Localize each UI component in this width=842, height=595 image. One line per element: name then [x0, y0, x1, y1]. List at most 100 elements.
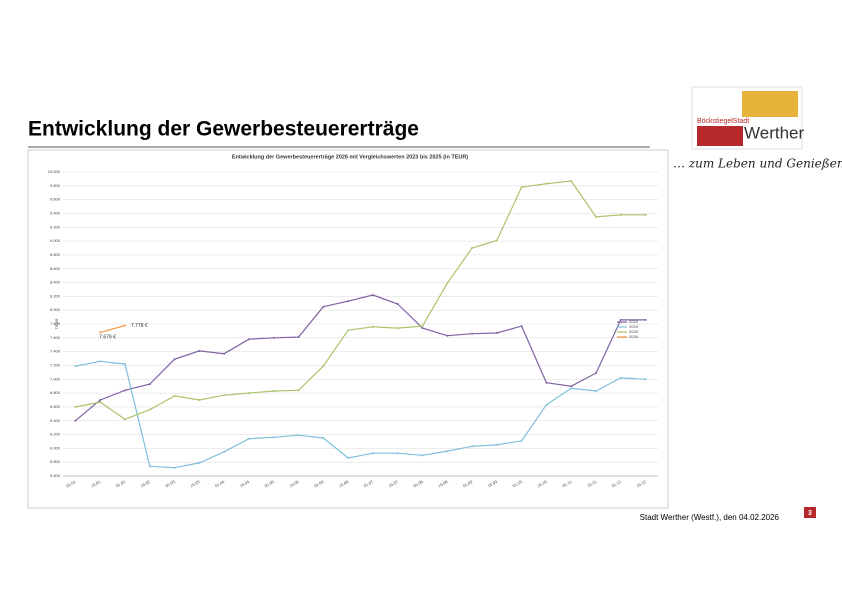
point	[173, 394, 176, 397]
series-line	[75, 180, 646, 420]
logo-gold	[742, 91, 798, 117]
point	[570, 179, 573, 182]
y-tick-label: 8.200	[50, 293, 61, 298]
point	[595, 215, 598, 218]
point	[74, 365, 77, 368]
point	[619, 213, 622, 216]
logo-name: Werther	[744, 123, 804, 142]
point	[123, 324, 126, 327]
y-tick-label: 6.000	[50, 445, 61, 450]
logo-red	[697, 126, 743, 146]
point	[322, 365, 325, 368]
y-tick-label: 6.800	[50, 390, 61, 395]
y-tick-label: 9.600	[50, 197, 61, 202]
y-tick-label: 7.800	[50, 321, 61, 326]
point	[421, 325, 424, 328]
point	[347, 300, 350, 303]
point	[148, 383, 151, 386]
y-tick-label: 6.200	[50, 432, 61, 437]
point	[247, 338, 250, 341]
point	[99, 399, 102, 401]
point	[272, 390, 275, 393]
footer: Stadt Werther (Westf.), den 04.02.2026	[640, 513, 780, 522]
point	[247, 437, 250, 440]
x-tick-label: 15.10.	[536, 478, 548, 488]
point	[371, 452, 374, 455]
point	[198, 349, 201, 352]
x-tick-label: 15.11.	[586, 478, 598, 488]
y-tick-label: 10.000	[48, 169, 61, 174]
point	[644, 318, 647, 321]
y-tick-label: 5.800	[50, 459, 61, 464]
chart-title: Entwicklung der Gewerbesteuererträge 202…	[232, 154, 468, 160]
x-tick-label: 15.03.	[189, 478, 201, 488]
legend-label: 2023	[629, 319, 639, 324]
y-tick-label: 8.400	[50, 280, 61, 285]
point	[173, 466, 176, 469]
point	[148, 408, 151, 411]
y-tick-label: 7.000	[50, 376, 61, 381]
y-tick-label: 8.000	[50, 307, 61, 312]
legend-label: 2025	[629, 329, 639, 334]
legend-label: 2024	[629, 324, 639, 329]
point	[644, 213, 647, 216]
page-number-box	[804, 507, 816, 518]
point	[545, 182, 548, 185]
point	[223, 450, 226, 453]
point	[520, 439, 523, 442]
x-tick-label: 01.06.	[313, 478, 325, 488]
point	[471, 332, 474, 335]
y-tick-label: 8.600	[50, 266, 61, 271]
point	[619, 318, 622, 321]
point	[123, 363, 126, 366]
point	[371, 325, 374, 328]
point	[223, 352, 226, 355]
x-tick-label: 01.02.	[115, 478, 127, 488]
series-line	[75, 360, 646, 469]
y-tick-label: 9.400	[50, 211, 61, 216]
point	[74, 405, 77, 408]
legend-label: 2026	[629, 334, 639, 339]
point	[545, 403, 548, 406]
point	[148, 465, 151, 468]
point	[322, 437, 325, 439]
x-tick-label: 15.02.	[140, 478, 152, 488]
x-tick-label: 01.05.	[264, 478, 276, 488]
x-tick-label: 15.08.	[437, 478, 449, 488]
point	[495, 239, 498, 242]
point	[123, 389, 126, 392]
point	[247, 392, 250, 395]
point	[495, 331, 498, 334]
point	[223, 394, 226, 397]
point	[446, 334, 449, 337]
x-tick-label: 15.06.	[338, 478, 350, 488]
x-tick-label: 01.08.	[412, 478, 424, 488]
data-label: 7.778 €	[131, 323, 148, 329]
y-tick-label: 7.600	[50, 335, 61, 340]
tagline: … zum Leben und Genießen	[673, 157, 842, 171]
point	[495, 443, 498, 446]
point	[272, 336, 275, 339]
point	[595, 390, 598, 393]
point	[446, 450, 449, 453]
x-tick-label: 01.07.	[363, 478, 375, 488]
point	[99, 331, 102, 334]
point	[471, 247, 474, 249]
x-tick-label: 15.09.	[487, 478, 499, 488]
x-tick-label: 15.07.	[388, 478, 400, 488]
point	[272, 436, 275, 439]
y-tick-label: 6.400	[50, 418, 61, 423]
point	[520, 325, 523, 328]
point	[570, 385, 573, 388]
x-tick-label: 01.04.	[214, 478, 226, 488]
y-tick-label: 8.800	[50, 252, 61, 257]
point	[421, 327, 424, 330]
point	[396, 452, 399, 455]
logo-top: BöckstiegelStadt	[697, 118, 749, 125]
y-tick-label: 7.200	[50, 363, 61, 368]
y-axis-label: TEUR	[54, 318, 59, 329]
point	[595, 372, 598, 375]
x-tick-label: 15.12.	[636, 478, 648, 488]
